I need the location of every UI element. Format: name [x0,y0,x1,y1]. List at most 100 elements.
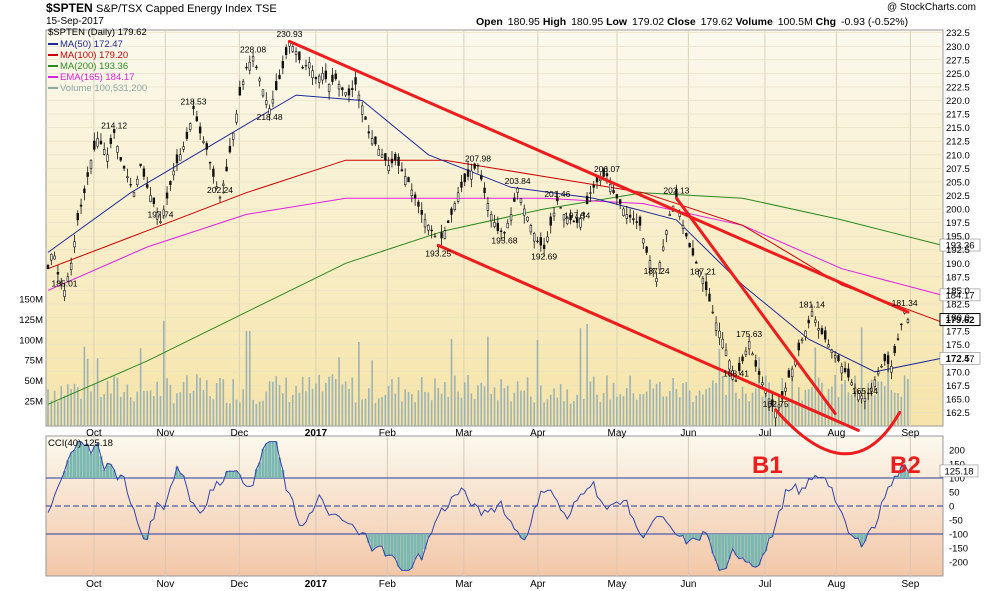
candle-body [747,341,751,350]
volume-bar [883,386,886,426]
candle-body [857,393,860,401]
legend-title: $SPTEN (Daily) 179.62 [48,27,147,38]
candle-body [784,387,787,392]
volume-bar [384,394,387,426]
volume-bar [576,394,578,426]
candle-body [890,366,893,373]
x-tick-label: Jul [759,579,772,590]
candle-body [814,319,817,323]
candle-body [235,113,238,123]
candle-body [446,220,450,223]
volume-bar [596,394,598,426]
volume-bar [186,375,188,426]
volume-bar [96,358,99,426]
volume-bar [153,396,155,426]
candle-body [281,61,285,69]
candle-body [89,159,93,170]
candle-body [410,189,414,197]
candle-body [480,175,483,180]
candle-body [592,184,595,188]
candle-body [532,233,536,242]
y-tick-label: 175.0 [946,340,970,351]
candle-body [364,116,367,120]
candle-body [496,222,500,232]
volume-bar [850,394,853,426]
volume-bar [172,403,175,426]
volume-bar [619,394,621,426]
volume-bar [139,348,142,426]
candle-body [106,154,109,162]
candle-body [142,168,146,177]
cci-tick-label: -100 [949,530,968,541]
y-tick-label: 180.0 [946,313,970,324]
x-tick-label: May [608,579,627,590]
candle-body [327,83,331,93]
volume-bar [176,393,178,426]
candle-body [83,188,86,194]
candle-body [900,323,903,326]
candle-body [605,173,609,177]
candle-body [311,70,314,79]
candle-body [162,209,165,216]
volume-bar [73,383,76,426]
volume-bar [662,396,664,426]
candle-body [331,74,334,82]
price-label: 187.24 [644,266,670,276]
volume-bar [530,396,532,426]
candle-body [708,293,711,302]
volume-bar [404,389,406,426]
volume-bar [381,397,383,426]
x-tick-label: Jul [759,428,772,439]
candle-body [681,224,685,230]
volume-bar [454,375,456,426]
candle-body [225,166,228,172]
volume-tick-label: 50M [25,376,44,387]
volume-bar [473,399,476,426]
y-tick-label: 215.0 [946,123,970,134]
candle-body [506,223,509,229]
volume-bar [199,377,201,426]
price-label: 181.34 [892,298,918,308]
volume-bar [146,390,149,426]
volume-bar [143,390,145,426]
candle-body [800,338,804,342]
candle-body [248,61,251,71]
open-label: Open [476,16,503,28]
candle-body [390,158,394,164]
candle-body [341,87,344,90]
candle-body [314,76,318,80]
candle-body [840,366,843,374]
volume-bar [817,377,820,426]
volume-bar [182,381,185,426]
candle-body [711,311,714,314]
candle-body [767,398,771,408]
volume-bar [493,387,496,426]
volume-bar [543,402,545,426]
volume-bar [450,339,453,426]
volume-bar [731,377,734,426]
candle-body [232,132,235,140]
annotation-b2: B2 [890,452,921,479]
candle-body [476,165,480,167]
volume-bar [394,393,397,426]
volume-bar [510,401,512,426]
volume-bar [738,398,741,426]
volume-bar [334,379,337,426]
candle-body [579,218,582,228]
volume-bar [754,388,757,426]
candle-body [146,184,149,188]
volume-bar [903,375,906,426]
y-tick-label: 202.5 [946,191,970,202]
candle-body [625,214,628,219]
cci-tag: 125.18 [944,466,973,477]
candle-body [807,319,810,324]
ma-line [47,159,942,323]
volume-bar [444,382,446,426]
volume-bar [698,390,701,426]
price-label: 218.53 [181,96,207,106]
volume-bar [430,400,433,426]
volume-bar [735,392,737,426]
cci-tick-label: -150 [949,544,968,555]
volume-bar [467,375,469,426]
candle-body [632,218,635,221]
